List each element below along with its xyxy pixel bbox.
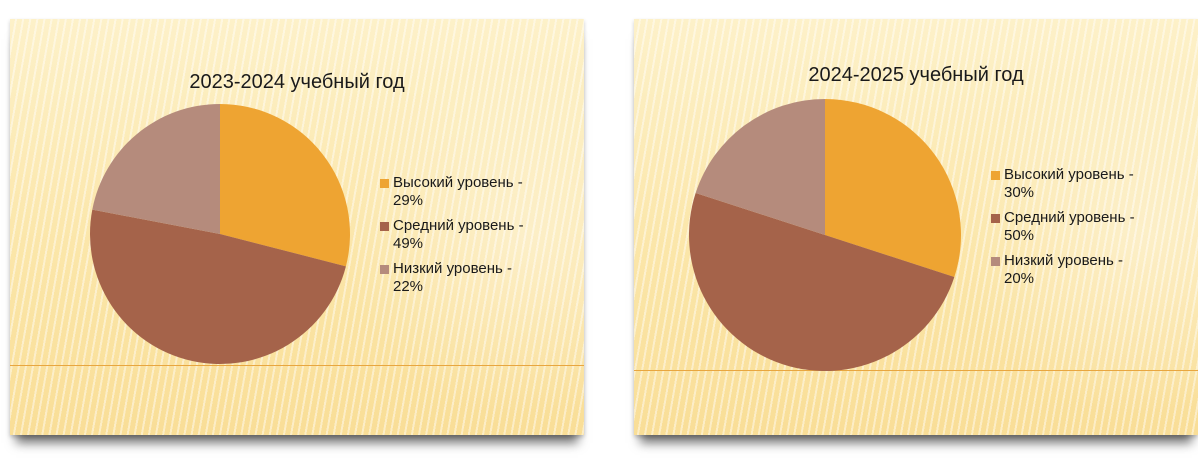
slide-2023-2024: 2023-2024 учебный год Высокий уровень - … — [10, 19, 584, 435]
legend-label-low: Низкий уровень - 22% — [393, 260, 512, 295]
legend-swatch-high — [991, 171, 1000, 180]
chart-title: 2023-2024 учебный год — [189, 71, 405, 93]
legend-item-low: Низкий уровень - 20% — [991, 252, 1152, 288]
legend-label-high: Высокий уровень - 30% — [1004, 166, 1134, 201]
legend-swatch-high — [380, 179, 389, 188]
pie-slice-medium — [689, 192, 955, 371]
pie-slice-high — [220, 104, 350, 267]
legend-swatch-low — [991, 257, 1000, 266]
legend-label-medium: Средний уровень - 49% — [393, 217, 524, 252]
pie-slice-medium — [89, 209, 346, 365]
legend-swatch-medium — [991, 214, 1000, 223]
legend-swatch-low — [380, 265, 389, 274]
slide-divider-line — [634, 370, 1198, 371]
chart-legend: Высокий уровень - 29% Средний уровень - … — [380, 174, 541, 303]
legend-item-medium: Средний уровень - 49% — [380, 217, 541, 253]
legend-label-low: Низкий уровень - 20% — [1004, 252, 1123, 287]
chart-title: 2024-2025 учебный год — [808, 64, 1024, 86]
chart-legend: Высокий уровень - 30% Средний уровень - … — [991, 166, 1152, 295]
slide-2024-2025: 2024-2025 учебный год Высокий уровень - … — [634, 19, 1198, 435]
legend-swatch-medium — [380, 222, 389, 231]
legend-label-high: Высокий уровень - 29% — [393, 174, 523, 209]
legend-item-low: Низкий уровень - 22% — [380, 260, 541, 296]
pie-chart — [89, 104, 350, 365]
legend-item-high: Высокий уровень - 30% — [991, 166, 1152, 202]
legend-item-medium: Средний уровень - 50% — [991, 209, 1152, 245]
pie-slice-low — [92, 104, 220, 234]
legend-item-high: Высокий уровень - 29% — [380, 174, 541, 210]
legend-label-medium: Средний уровень - 50% — [1004, 209, 1135, 244]
pie-slice-high — [825, 99, 961, 278]
slide-divider-line — [10, 365, 584, 366]
pie-slice-low — [695, 99, 825, 235]
pie-chart — [689, 99, 961, 371]
